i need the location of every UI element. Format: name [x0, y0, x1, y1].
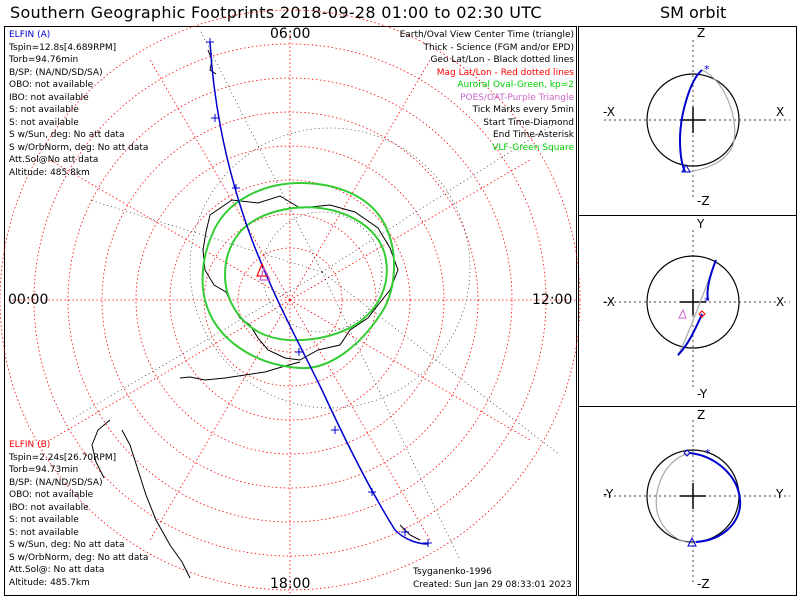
sm3-left-label: -Y: [603, 487, 614, 501]
elfin-b-line: Altitude: 485.7km: [9, 577, 90, 588]
sm1-bottom-label: -Z: [697, 194, 710, 208]
elfin-a-line: Torb=94.76min: [9, 55, 79, 65]
sm2-right-label: X: [776, 295, 785, 309]
mag-lon-lines: [8, 28, 576, 596]
track-ticks: [206, 38, 432, 547]
elfin-b-line: IBO: not available: [9, 502, 89, 513]
elfin-b-line: S: not available: [9, 527, 79, 538]
elfin-a-line: B/SP: (NA/ND/SD/SA): [9, 67, 103, 78]
map-legend: Earth/Oval View Center Time (triangle) T…: [400, 29, 574, 154]
geo-grid: [69, 29, 561, 561]
sm2-left-label: -X: [603, 295, 615, 309]
legend-item: Earth/Oval View Center Time (triangle): [399, 30, 574, 40]
elfin-b-line: S w/Sun, deg: No att data: [9, 540, 125, 550]
sm1-top-label: Z: [697, 26, 706, 40]
sm-panel-yz: [578, 406, 797, 596]
elfin-b-line: Att.Sol@: No att data: [9, 565, 105, 575]
elfin-a-line: Att.Sol@No att data: [9, 155, 99, 165]
elfin-b-line: Tspin=2.24s[26.70RPM]: [9, 452, 117, 463]
sm3-right-label: Y: [776, 487, 784, 501]
elfin-b-info: ELFIN (B) Tspin=2.24s[26.70RPM] Torb=94.…: [9, 439, 148, 589]
sm-plot-yz: *: [604, 420, 790, 582]
elfin-a-line: S: not available: [9, 117, 79, 128]
elfin-a-line: Tspin=12.8s[4.689RPM]: [9, 42, 117, 53]
elfin-a-name: ELFIN (A): [9, 30, 51, 40]
elfin-a-line: Altitude: 485.8km: [9, 167, 90, 178]
sm1-right-label: X: [776, 105, 785, 119]
elfin-a-info: ELFIN (A) Tspin=12.8s[4.689RPM] Torb=94.…: [9, 29, 148, 179]
hour-label-left: 00:00: [8, 292, 49, 308]
elfin-b-line: S: not available: [9, 515, 79, 525]
elfin-a-line: OBO: not available: [9, 80, 94, 90]
legend-item: Mag Lat/Lon - Red dotted lines: [436, 67, 574, 78]
view-center-triangle: [256, 262, 271, 281]
sm1-left-label: -X: [603, 105, 615, 119]
elfin-a-line: S: not available: [9, 105, 79, 115]
elfin-a-line: S w/Sun, deg: No att data: [9, 130, 125, 140]
svg-text:*: *: [705, 447, 711, 460]
elfin-a-line: S w/OrbNorm, deg: No att data: [9, 142, 149, 153]
elfin-a-line: IBO: not available: [9, 92, 89, 103]
sm-plot-xy: *: [604, 230, 790, 390]
elfin-b-line: B/SP: (NA/ND/SD/SA): [9, 477, 103, 488]
sm3-bottom-label: -Z: [697, 577, 710, 591]
page-title: Southern Geographic Footprints 2018-09-2…: [10, 3, 542, 22]
legend-item: End Time-Asterisk: [492, 130, 574, 140]
svg-text:*: *: [704, 63, 710, 76]
sm-plot-xz: *: [604, 40, 790, 200]
sm-orbit-title: SM orbit: [660, 3, 727, 22]
credits: Tsyganenko-1996 Created: Sun Jan 29 08:3…: [413, 566, 572, 591]
legend-item: Start Time-Diamond: [483, 117, 574, 128]
sm2-top-label: Y: [697, 217, 705, 231]
legend-item: Thick - Science (FGM and/or EPD): [423, 42, 574, 53]
hour-label-top: 06:00: [270, 26, 311, 42]
legend-item: VLF-Green Square: [492, 142, 574, 153]
legend-item: Auroral Oval-Green, kp=2: [457, 80, 574, 90]
elfin-b-name: ELFIN (B): [9, 440, 51, 450]
sm2-bottom-label: -Y: [697, 387, 708, 401]
legend-item: Tick Marks every 5min: [472, 105, 574, 115]
elfin-track: [209, 41, 429, 545]
hour-label-bottom: 18:00: [270, 576, 311, 592]
created-date: Created: Sun Jan 29 08:33:01 2023: [413, 579, 572, 590]
sm3-top-label: Z: [697, 408, 706, 422]
map-panel: [4, 26, 577, 596]
model-credit: Tsyganenko-1996: [413, 567, 492, 577]
auroral-oval: [201, 181, 396, 370]
elfin-b-line: Torb=94.73min: [9, 465, 79, 475]
elfin-b-line: OBO: not available: [9, 490, 94, 500]
elfin-b-line: S w/OrbNorm, deg: No att data: [9, 552, 149, 563]
legend-item: POES/OAT-Purple Triangle: [460, 92, 574, 103]
svg-text:*: *: [704, 295, 710, 308]
legend-item: Geo Lat/Lon - Black dotted lines: [430, 55, 574, 65]
hour-label-right: 12:00: [532, 292, 573, 308]
